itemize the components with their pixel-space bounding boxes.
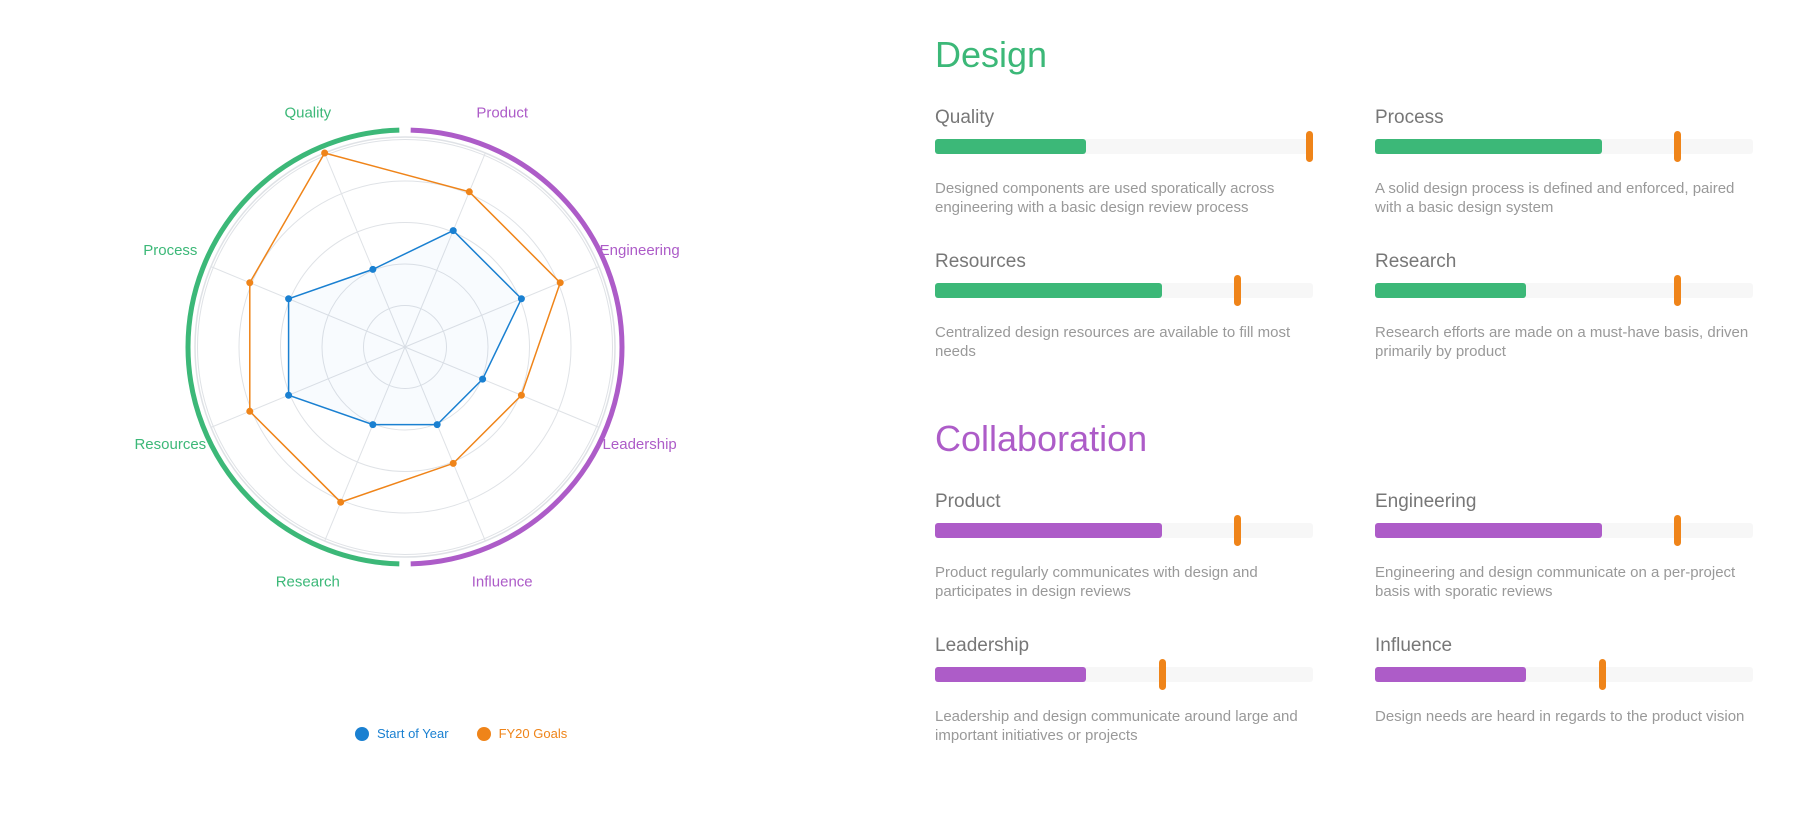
data-point-start-of-year-process <box>285 295 293 303</box>
chart-legend: Start of Year FY20 Goals <box>355 726 567 741</box>
metric-description: Design needs are heard in regards to the… <box>1375 708 1745 725</box>
data-point-fy20-goals-influence <box>449 459 457 467</box>
progress-fill <box>935 523 1162 538</box>
metric-title: Influence <box>1375 635 1453 656</box>
legend-dot-icon <box>476 726 491 741</box>
data-point-fy20-goals-quality <box>321 149 329 157</box>
section-title: Collaboration <box>935 418 1148 459</box>
axis-label-quality: Quality <box>284 104 331 121</box>
data-point-start-of-year-influence <box>433 421 441 429</box>
grid-ring <box>197 139 613 555</box>
grid-spoke <box>210 266 406 348</box>
grid-spoke <box>324 346 406 542</box>
progress-track <box>935 659 1313 690</box>
grid-spoke <box>404 346 600 428</box>
legend-label: Start of Year <box>377 726 449 741</box>
goal-marker <box>1598 659 1606 690</box>
axis-label-resources: Resources <box>134 436 206 453</box>
axis-label-influence: Influence <box>472 574 533 591</box>
progress-fill <box>1375 283 1527 298</box>
data-point-fy20-goals-research <box>337 498 345 506</box>
progress-track <box>935 131 1313 162</box>
data-point-start-of-year-research <box>369 421 377 429</box>
metric-description: Research efforts are made on a must-have… <box>1375 324 1749 360</box>
legend-item-fy20-goals[interactable]: FY20 Goals <box>476 726 568 741</box>
progress-track <box>935 275 1313 306</box>
metric-description: Product regularly communicates with desi… <box>935 564 1258 600</box>
section-title: Design <box>935 34 1048 75</box>
axis-label-engineering: Engineering <box>600 242 680 259</box>
metric-description: Leadership and design communicate around… <box>935 708 1298 744</box>
design-arc <box>185 127 400 567</box>
grid-ring <box>363 305 447 389</box>
grid-spoke <box>210 346 406 428</box>
axis-label-process: Process <box>143 242 197 259</box>
grid-spoke <box>324 152 406 348</box>
progress-fill <box>1375 523 1602 538</box>
progress-fill <box>935 667 1087 682</box>
series-line-start-of-year <box>287 229 523 426</box>
progress-track <box>1375 659 1753 690</box>
grid-ring <box>321 263 489 431</box>
progress-track <box>1375 515 1753 546</box>
data-point-start-of-year-resources <box>285 391 293 399</box>
legend-label: FY20 Goals <box>498 726 568 741</box>
goal-marker <box>1674 275 1682 306</box>
grid-spoke <box>404 266 600 348</box>
axis-label-product: Product <box>476 104 529 121</box>
data-point-start-of-year-engineering <box>517 295 525 303</box>
metric-description: Designed components are used sporaticall… <box>935 180 1275 216</box>
axis-label-research: Research <box>276 574 340 591</box>
progress-fill <box>1375 139 1602 154</box>
progress-fill <box>935 283 1162 298</box>
progress-fill <box>935 139 1087 154</box>
metric-title: Resources <box>935 251 1026 272</box>
data-point-fy20-goals-resources <box>246 407 254 415</box>
goal-marker <box>1234 515 1242 546</box>
data-point-start-of-year-quality <box>369 265 377 273</box>
metric-title: Leadership <box>935 635 1030 656</box>
legend-dot-icon <box>355 726 369 741</box>
progress-track <box>1375 131 1753 162</box>
metric-title: Quality <box>935 107 995 128</box>
axis-label-leadership: Leadership <box>603 436 677 453</box>
grid-spoke <box>404 346 486 542</box>
grid-spoke <box>404 152 486 348</box>
radar-chart-area: Quality Product Engineering Leadership Influ… <box>134 104 680 741</box>
goal-marker <box>1674 515 1682 546</box>
metric-title: Engineering <box>1375 491 1477 512</box>
data-point-start-of-year-leadership <box>479 375 487 383</box>
data-point-start-of-year-product <box>449 227 457 235</box>
metric-title: Product <box>935 491 1001 512</box>
data-point-fy20-goals-engineering <box>556 279 564 287</box>
grid-ring <box>238 180 572 514</box>
data-point-fy20-goals-process <box>246 279 254 287</box>
radar-chart: Quality Product Engineering Leadership Influ… <box>134 104 680 591</box>
metric-description: Engineering and design communicate on a … <box>1375 564 1736 600</box>
goal-marker <box>1306 131 1313 162</box>
goal-marker <box>1234 275 1242 306</box>
grid-ring <box>280 222 530 472</box>
legend-item-start-of-year[interactable]: Start of Year <box>355 726 449 741</box>
collaboration-arc <box>410 127 625 567</box>
metric-description: A solid design process is defined and en… <box>1375 180 1735 216</box>
metric-title: Process <box>1375 107 1444 128</box>
goal-marker <box>1674 131 1682 162</box>
progress-fill <box>1375 667 1527 682</box>
progress-track <box>935 515 1313 546</box>
outer-ring <box>194 136 616 558</box>
goal-marker <box>1158 659 1166 690</box>
data-point-fy20-goals-product <box>465 188 473 196</box>
metric-description: Centralized design resources are availab… <box>935 324 1291 360</box>
data-point-fy20-goals-leadership <box>517 391 525 399</box>
progress-track <box>1375 275 1753 306</box>
metric-title: Research <box>1375 251 1457 272</box>
